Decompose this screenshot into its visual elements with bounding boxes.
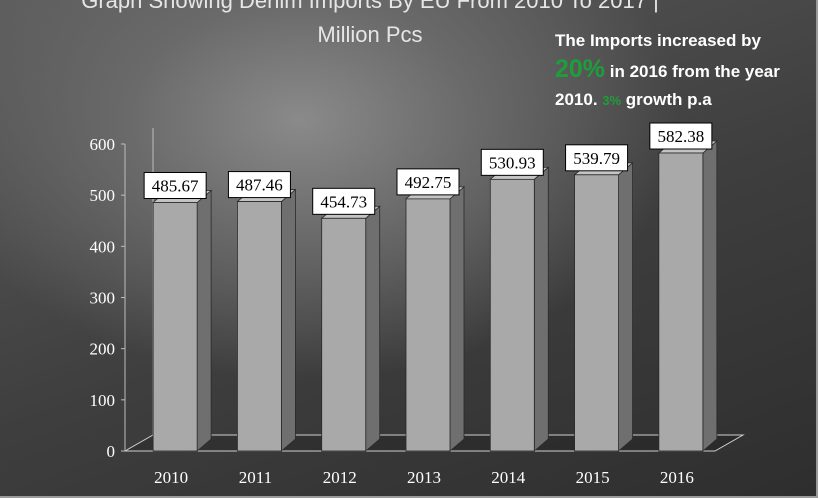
bar-side [702,140,718,452]
x-tick-label: 2012 [323,468,357,487]
annotation-line2: 20% in 2016 from the year [555,55,815,86]
bar [404,186,466,452]
data-label-box [143,171,207,199]
annotation-line3: 2010. 3% growth p.a [555,86,815,115]
x-tick-label: 2010 [154,468,188,487]
bar-front [405,198,451,452]
data-label: 454.73 [312,187,376,215]
bar [573,161,634,452]
bar-front [489,178,535,452]
data-label-box [396,168,460,196]
x-axis: 2010 2011 2012 2013 2014 2015 2016 [154,468,694,487]
annotation-percent: 20% [555,55,606,83]
chart-title-line2: Million Pcs [317,22,423,47]
y-tick-label: 0 [107,442,116,461]
annotation-line3-text: growth p.a [621,90,712,109]
data-label: 492.75 [396,168,460,196]
y-tick-label: 200 [90,340,116,359]
y-tick-label: 500 [90,186,116,205]
data-label-text: 454.73 [320,192,367,211]
bars [152,140,718,452]
bar [236,188,297,452]
bar-front [574,174,619,452]
data-label: 530.93 [480,148,544,176]
bar [152,189,213,452]
bar-front [237,201,282,452]
data-label: 487.46 [227,171,291,199]
y-tick-label: 300 [90,289,116,308]
data-label-box [649,122,713,150]
bar [657,140,718,452]
y-axis: 0 100 200 300 400 500 600 [90,135,126,461]
data-labels: 485.67 487.46 454.73 492.75 530.93 539.79 582.… [143,122,713,215]
data-label-box [312,187,376,215]
growth-annotation: The Imports increased by 20% in 2016 fro… [555,27,815,115]
annotation-line3-start: 2010. [555,90,603,109]
data-label: 582.38 [649,122,713,150]
annotation-line1: The Imports increased by [555,31,761,50]
annotation-growth-percent: 3% [602,93,622,108]
y-tick-label: 600 [90,135,116,154]
bar [320,205,381,452]
data-label-text: 487.46 [236,176,283,195]
bar-side [281,188,296,452]
y-tick-label: 100 [90,391,116,410]
x-tick-label: 2011 [239,468,272,487]
data-label-text: 492.75 [405,173,452,192]
bar-front [152,202,198,452]
x-tick-label: 2014 [491,468,526,487]
annotation-line2-text: in 2016 from the year [605,62,780,81]
bar-front [658,152,704,452]
data-label: 485.67 [143,171,207,199]
data-label-text: 530.93 [489,153,536,172]
y-tick-label: 400 [90,237,116,256]
x-tick-label: 2016 [660,468,694,487]
data-label-box [565,144,629,172]
bar-side [533,166,549,452]
bar-side [618,161,633,452]
data-label: 539.79 [565,144,629,172]
bar-front [321,217,367,452]
data-label-box [480,148,544,176]
data-label-text: 582.38 [657,127,704,146]
bar-side [196,189,212,452]
bar [489,166,550,452]
x-tick-label: 2013 [407,468,441,487]
chart-title-line1: Graph Showing Denim Imports By EU From 2… [81,0,659,13]
chart-title: Graph Showing Denim Imports By EU From 2… [60,0,680,52]
data-label-text: 485.67 [152,176,199,195]
bar-side [365,205,381,452]
x-tick-label: 2015 [576,468,610,487]
data-label-text: 539.79 [573,149,620,168]
bar-side [449,186,465,452]
data-label-box [227,171,291,199]
